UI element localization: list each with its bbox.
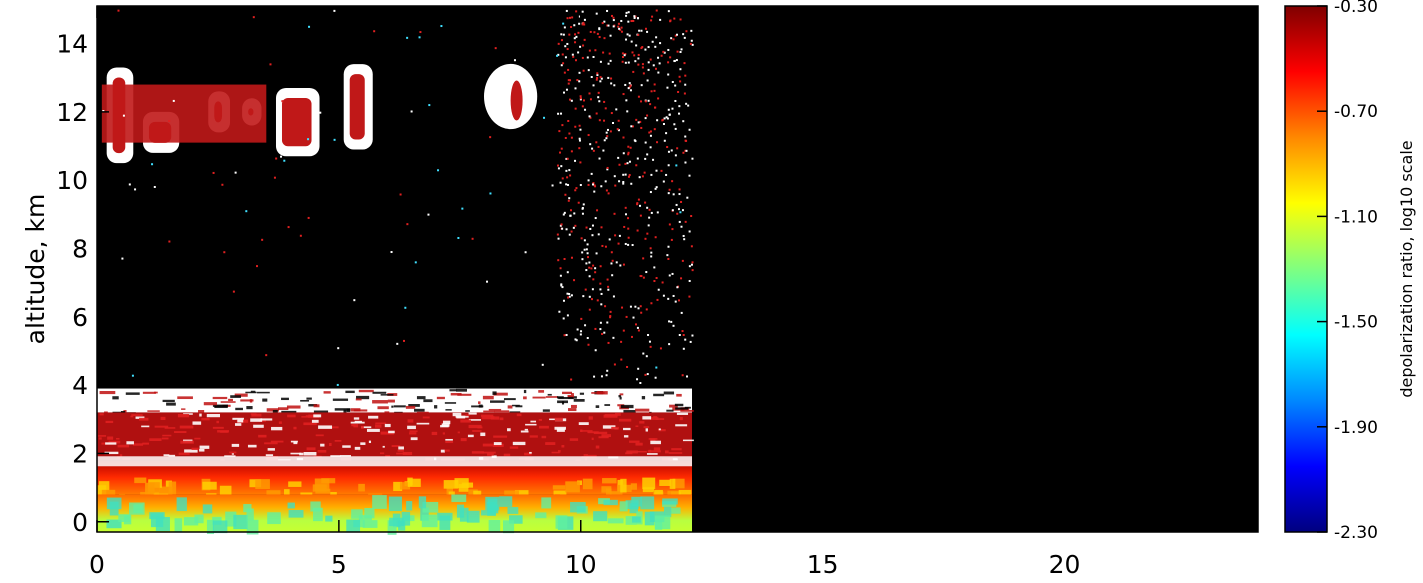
y-axis-label: altitude, km [21,194,50,345]
x-tick-label: 0 [89,550,105,579]
y-tick-label: 2 [72,439,88,468]
feature-near-surface [97,494,693,535]
plot-frame [96,5,1259,533]
y-tick-label: 4 [72,371,88,400]
x-tick-label: 20 [1049,550,1081,579]
colorbar-tick-label: -2.30 [1334,523,1378,543]
feature-boundary-layer-top [97,388,694,416]
noise-speckles [102,9,694,386]
y-tick-label: 0 [72,508,88,537]
feature-aerosol-layer-dense [97,412,694,464]
y-tick-label: 10 [56,166,88,195]
feature-isolated-cloud [484,63,538,130]
y-tick-label: 14 [56,30,88,59]
y-tick-label: 6 [72,303,88,332]
y-tick-label: 12 [56,98,88,127]
y-axis: 0 2 4 6 8 10 12 14 [56,30,1258,537]
colorbar-tick-label: -1.10 [1334,207,1378,227]
colorbar-ticks: -2.30 -1.90 -1.50 -1.10 -0.70 -0.30 [1317,0,1378,543]
colorbar [1284,5,1328,533]
colorbar-tick-label: -1.90 [1334,418,1378,438]
plot-features [97,63,694,535]
x-tick-label: 10 [565,550,597,579]
x-tick-label: 5 [331,550,347,579]
feature-upper-cloud-layer [101,64,373,164]
colorbar-label: depolarization ratio, log10 scale [1397,140,1416,397]
x-tick-label: 15 [807,550,839,579]
colorbar-tick-label: -0.30 [1334,0,1378,17]
colorbar-tick-label: -0.70 [1334,102,1378,122]
y-tick-label: 8 [72,235,88,264]
x-axis: 0 5 10 15 20 [89,6,1080,579]
colorbar-tick-label: -1.50 [1334,313,1378,333]
feature-aerosol-layer-mid [97,456,693,507]
